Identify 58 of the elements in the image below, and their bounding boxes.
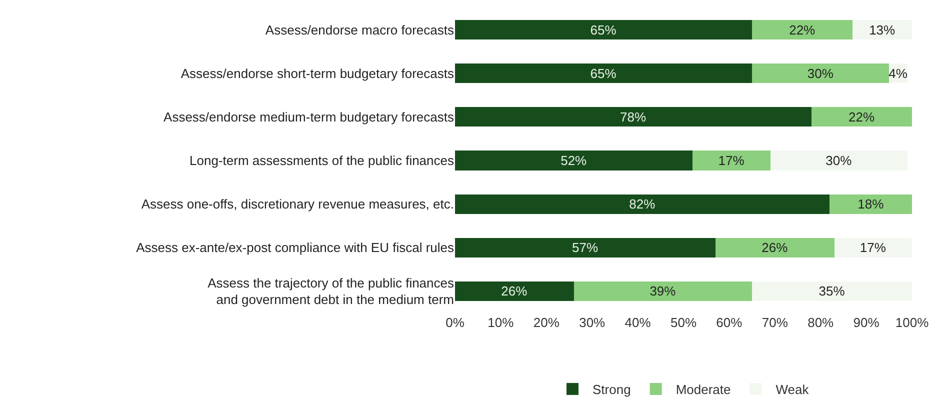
y-tick-label: Assess the trajectory of the public finances and government debt in the medium term [208,275,454,308]
legend-label: Moderate [676,382,731,398]
bar [752,281,912,302]
legend-label: Weak [776,382,810,398]
data-label: 52% [560,153,588,168]
x-tick-label: 10% [488,315,514,330]
x-tick-label: 100% [895,315,930,330]
data-label: 18% [858,196,884,212]
bar [455,238,716,258]
bar [455,64,752,84]
legend-label: Strong [592,382,631,398]
data-label: 13% [869,22,896,38]
data-label: 65% [590,22,617,38]
data-label: 65% [590,66,617,81]
data-label: 22% [789,22,816,38]
bar [574,281,752,302]
data-label: 82% [629,196,656,212]
bar [752,64,890,84]
data-label: 57% [572,240,598,256]
bar [715,238,834,258]
data-label: 17% [860,240,886,256]
bar [830,194,912,214]
data-label: 39% [650,284,676,299]
bar [852,20,912,40]
bar [455,20,752,40]
y-tick-label: Assess/endorse short-term budgetary forecasts [180,66,454,81]
bar [752,20,853,40]
data-label: 78% [620,109,646,124]
data-label: 35% [818,284,846,299]
data-label: 22% [848,109,875,124]
data-label: 26% [762,240,788,256]
x-tick-label: 70% [762,315,788,330]
data-label: 4% [888,66,908,81]
bar [455,107,812,127]
x-tick-label: 90% [853,315,880,330]
data-label: 30% [826,153,852,168]
y-tick-label: Assess ex-ante/ex-post compliance with EU fiscal rules [136,240,454,256]
y-tick-label: Assess/endorse macro forecasts [265,22,454,38]
data-label: 17% [718,153,745,168]
bar [455,194,830,214]
x-tick-label: 80% [808,315,834,330]
data-label: 30% [807,66,834,81]
bar [455,150,693,170]
x-tick-label: 30% [579,315,606,330]
y-tick-label: Assess one-offs, discretionary revenue measures, etc. [141,196,454,212]
y-tick-label: Assess/endorse medium-term budgetary forecasts [164,109,454,124]
bar [692,150,770,170]
x-tick-label: 40% [624,315,652,330]
x-tick-label: 0% [446,315,465,330]
x-tick-label: 20% [533,315,560,330]
bar [834,238,912,258]
x-tick-label: 60% [716,315,743,330]
data-label: 26% [501,284,528,299]
y-tick-label: Long-term assessments of the public finances [190,153,454,168]
bar [455,281,574,302]
bar [811,107,912,127]
bar [770,150,908,170]
x-tick-label: 50% [670,315,697,330]
